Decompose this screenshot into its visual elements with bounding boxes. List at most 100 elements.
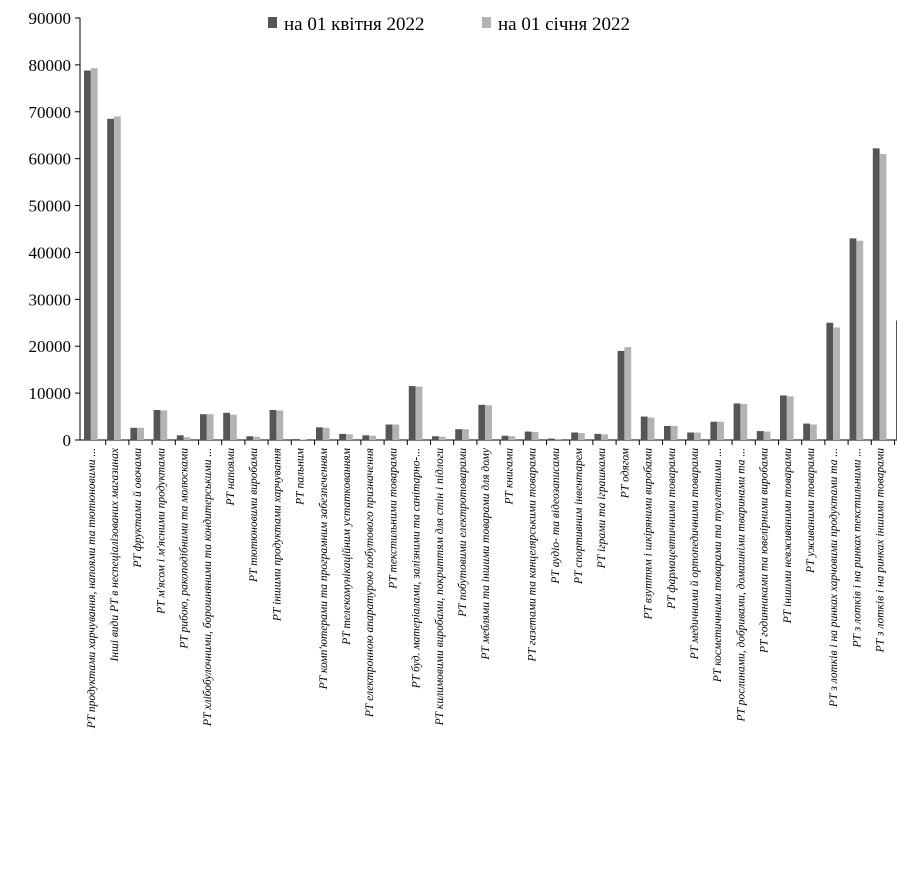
x-tick-label: РТ пальним: [295, 447, 307, 505]
x-tick-label: РТ газетами та канцелярськими товарами: [527, 448, 539, 663]
bar-s1-11: [316, 427, 323, 440]
x-tick-label: РТ буд. матеріалами, залізними та саніта…: [411, 448, 423, 689]
bar-s1-12: [339, 433, 346, 440]
legend-label: на 01 квітня 2022: [284, 14, 425, 35]
bar-s1-19: [501, 435, 509, 440]
bar-s2-11: [322, 427, 330, 440]
bar-s1-4: [153, 409, 161, 440]
x-tick-label: РТ комп'ютерами та програмним забезпечен…: [318, 447, 330, 690]
bar-s1-16: [432, 436, 439, 440]
x-tick-label: Інші види РТ в неспеціалізованих магазин…: [109, 447, 121, 662]
bar-s2-20: [531, 432, 539, 440]
x-tick-label: РТ фармацевтичними товарами: [666, 448, 678, 610]
x-tick-label: РТ косметичними товарами та туалетними .…: [712, 448, 724, 683]
bar-s2-24: [624, 347, 632, 440]
x-tick-label: РТ телекомунікаційним устаткованням: [340, 447, 353, 645]
bar-s1-7: [223, 412, 230, 440]
bar-s2-17: [462, 429, 469, 440]
bar-s1-26: [664, 425, 671, 440]
bar-s2-25: [647, 417, 655, 440]
bar-s2-26: [670, 425, 678, 440]
bar-s2-15: [415, 386, 423, 440]
legend-swatch: [482, 17, 491, 28]
bar-s1-15: [408, 386, 416, 440]
y-tick-label: 50000: [29, 197, 72, 216]
legend-item-2: на 01 січня 2022: [482, 14, 630, 35]
bar-s2-34: [856, 240, 864, 440]
bar-s1-25: [640, 416, 648, 440]
bar-s2-4: [160, 410, 168, 440]
y-tick-label: 60000: [29, 150, 72, 169]
y-tick-label: 40000: [29, 243, 72, 262]
x-tick-label: РТ продуктами харчування, напоями та тют…: [86, 448, 98, 729]
x-tick-label: РТ книгами: [503, 448, 515, 506]
bar-s2-35: [879, 153, 887, 440]
x-tick-label: РТ килимовими виробами, покриттям для ст…: [434, 448, 446, 727]
x-tick-label: РТ м'ясом і м'ясними продуктами: [155, 448, 167, 615]
legend-swatch: [268, 17, 277, 28]
bar-s2-32: [810, 424, 817, 440]
bar-s2-33: [833, 327, 840, 440]
bar-s1-23: [594, 433, 602, 440]
bar-s2-30: [763, 431, 771, 440]
x-tick-label: РТ текстильними товарами: [387, 448, 399, 590]
bar-s1-13: [362, 435, 370, 440]
bar-s1-30: [756, 431, 764, 440]
bar-s2-6: [206, 414, 214, 440]
bar-s2-14: [392, 424, 400, 440]
bar-s2-27: [694, 432, 701, 440]
x-tick-label: РТ одягом: [619, 447, 631, 499]
x-tick-label: РТ уживаними товарами: [805, 448, 817, 574]
bar-s1-35: [872, 148, 880, 440]
legend-item-1: на 01 квітня 2022: [268, 14, 425, 35]
bar-s1-21: [548, 438, 555, 440]
bar-s1-9: [269, 409, 277, 440]
bar-s2-23: [601, 434, 608, 440]
x-tick-label: РТ напоями: [225, 448, 237, 507]
bar-s1-3: [130, 427, 138, 440]
x-tick-label: РТ спортивним інвентарем: [573, 447, 585, 585]
y-tick-label: 30000: [29, 290, 72, 309]
y-tick-label: 20000: [29, 337, 72, 356]
bar-s2-1: [90, 68, 98, 440]
bar-s2-12: [346, 434, 353, 440]
bar-s2-28: [717, 421, 724, 440]
bar-s1-31: [780, 395, 787, 440]
bar-s1-2: [107, 118, 114, 441]
bar-s1-22: [571, 432, 578, 440]
x-tick-label: РТ годинниками та ювелірними виробами: [759, 448, 771, 654]
x-tick-label: РТ медичними й ортопедичними товарами: [688, 448, 701, 661]
bar-s2-29: [740, 403, 748, 440]
x-tick-label: РТ побутовими електротоварами: [457, 448, 469, 618]
y-tick-label: 70000: [29, 103, 72, 122]
bar-s2-2: [114, 116, 121, 440]
x-tick-label: РТ аудіо- та відеозаписами: [550, 448, 562, 585]
bar-s1-8: [246, 436, 254, 440]
bar-s2-21: [554, 439, 562, 440]
bar-s1-14: [385, 424, 393, 440]
x-tick-label: РТ іншими невживаними товарами: [782, 448, 794, 624]
bar-s1-28: [710, 421, 718, 440]
y-tick-label: 80000: [29, 56, 72, 75]
bar-s1-29: [733, 403, 741, 440]
bar-s1-20: [524, 431, 532, 440]
bar-s1-24: [617, 350, 625, 440]
bar-s2-5: [183, 437, 191, 440]
x-tick-label: РТ з лотків і на ринках харчовими продук…: [828, 448, 840, 708]
x-tick-label: РТ з лотків і на ринках текстильними ...: [851, 448, 863, 649]
bar-s1-18: [478, 404, 486, 440]
x-tick-label: РТ фруктами й овочами: [131, 448, 144, 569]
x-tick-label: РТ рибою, ракоподібними та молюсками: [179, 448, 191, 650]
x-tick-label: РТ рослинами, добривами, домашніми твари…: [735, 448, 747, 723]
bar-s1-33: [826, 322, 834, 440]
bar-s2-16: [438, 436, 446, 440]
x-tick-label: РТ з лотків і на ринках іншими товарами: [875, 448, 887, 654]
x-tick-label: РТ електронною апаратурою побутового при…: [364, 448, 376, 718]
bar-s1-5: [176, 435, 184, 440]
x-tick-label: РТ хлібобулочними, борошняними та кондит…: [202, 448, 214, 727]
x-tick-label: РТ іграми та іграшками: [596, 448, 608, 570]
y-tick-label: 90000: [29, 9, 72, 28]
legend-label: на 01 січня 2022: [498, 14, 630, 35]
bar-s2-18: [485, 405, 492, 440]
